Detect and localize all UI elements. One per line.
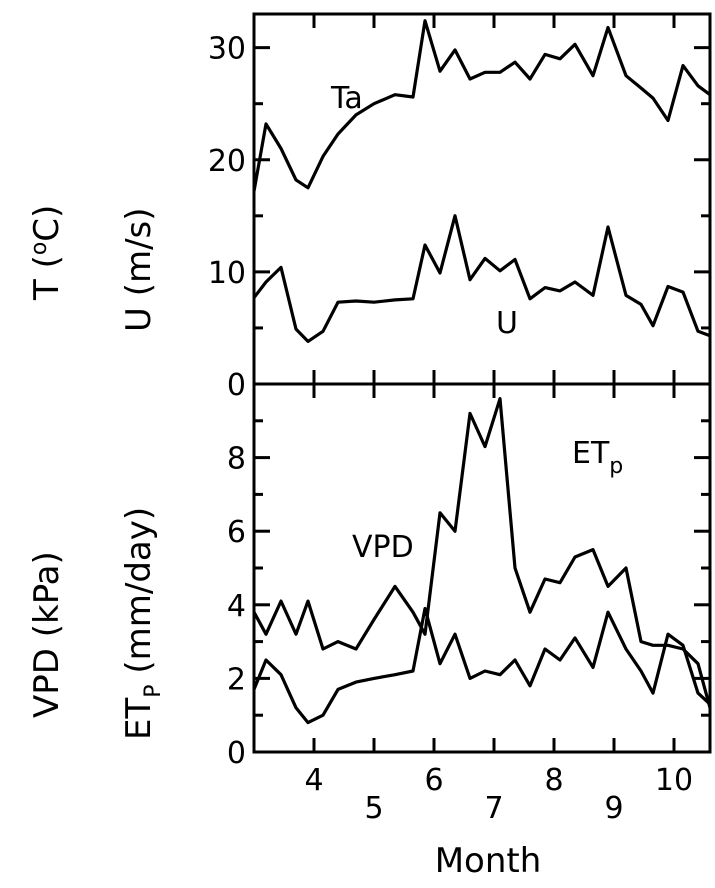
x-tick-label: 5	[364, 791, 383, 826]
bottom-y-tick-label: 8	[227, 442, 246, 477]
x-axis-label: Month	[435, 841, 542, 881]
top-y-tick-label: 0	[227, 368, 246, 403]
x-tick-label: 6	[424, 763, 443, 798]
etp-series-label: ETp	[572, 436, 623, 479]
ta-series-label: Ta	[330, 81, 363, 116]
top-y-tick-label: 10	[208, 256, 246, 291]
top-right-axis-label: U (m/s)	[119, 207, 159, 332]
bottom-panel-ticks: 0 2 4 6 8	[227, 419, 710, 771]
bottom-y-tick-label: 0	[227, 736, 246, 771]
x-tick-label: 4	[304, 763, 323, 798]
bottom-panel-lines	[252, 397, 712, 725]
top-y-tick-label: 20	[208, 144, 246, 179]
bottom-y-tick-label: 2	[227, 662, 246, 697]
u-series-label: U	[496, 306, 518, 341]
bottom-left-axis-label: VPD (kPa)	[27, 551, 67, 718]
series-line-ta	[252, 19, 711, 192]
x-tick-label: 8	[544, 763, 563, 798]
bottom-y-tick-label: 4	[227, 589, 246, 624]
x-tick-label: 10	[655, 763, 693, 798]
top-panel-ticks: 0 10 20 30	[208, 32, 710, 403]
top-panel-lines	[252, 19, 711, 343]
series-line-etp	[252, 397, 712, 709]
bottom-right-axis-label: ETP (mm/day)	[119, 507, 166, 740]
x-tick-label: 9	[604, 791, 623, 826]
top-y-tick-label: 30	[208, 32, 246, 67]
x-tick-label: 7	[484, 791, 503, 826]
top-left-axis-label: T (oC)	[27, 205, 67, 301]
series-line-u	[252, 214, 711, 343]
x-axis-ticks: 4 5 6 7 8 9 10	[304, 14, 693, 826]
vpd-series-label: VPD	[352, 530, 414, 565]
top-panel-frame	[252, 12, 712, 386]
series-line-vpd	[252, 606, 712, 725]
bottom-y-tick-label: 6	[227, 515, 246, 550]
